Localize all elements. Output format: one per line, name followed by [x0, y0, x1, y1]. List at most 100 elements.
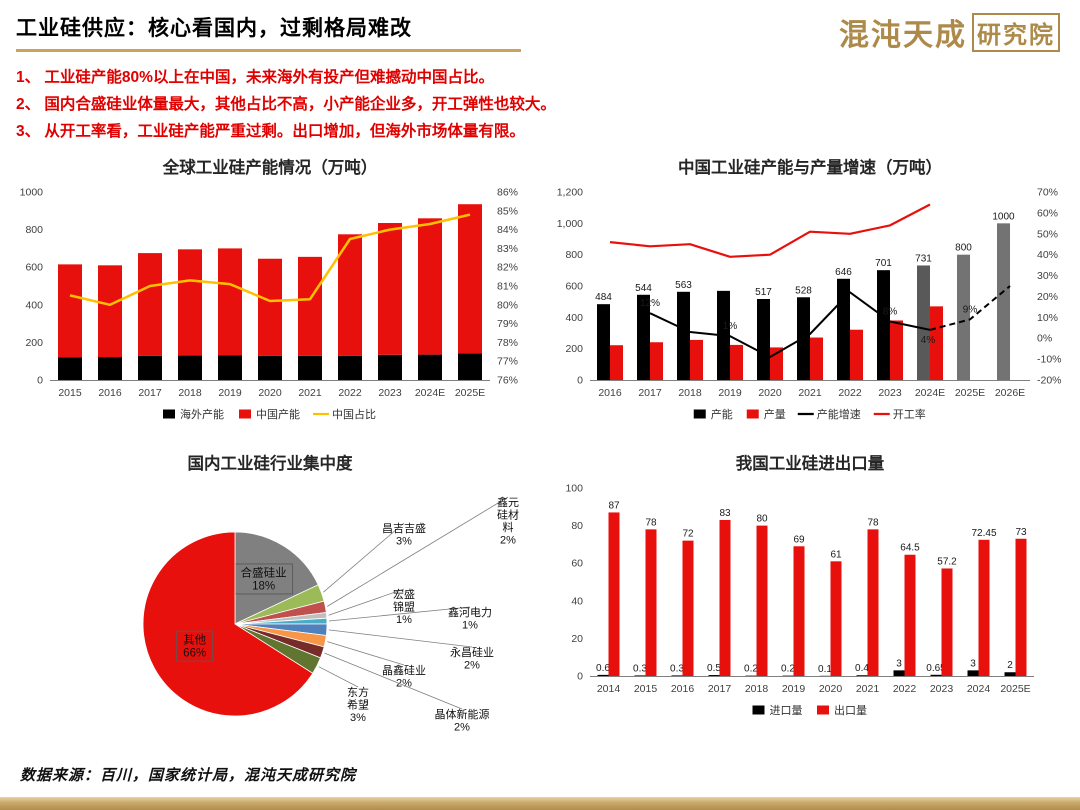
logo-seal: 研究院	[972, 13, 1060, 52]
svg-text:2024E: 2024E	[415, 387, 445, 399]
source-note: 数据来源：百川，国家统计局，混沌天成研究院	[20, 768, 357, 784]
svg-text:0: 0	[37, 375, 43, 387]
svg-text:永昌硅业: 永昌硅业	[450, 645, 494, 659]
svg-text:3: 3	[970, 658, 976, 669]
svg-text:2016: 2016	[671, 683, 695, 695]
svg-text:2: 2	[1007, 660, 1013, 671]
svg-text:40%: 40%	[1037, 249, 1058, 261]
svg-text:1000: 1000	[20, 187, 44, 199]
page-title: 工业硅供应：核心看国内，过剩格局难改	[16, 17, 412, 40]
svg-text:84%: 84%	[497, 224, 518, 236]
charts-grid: 全球工业硅产能情况（万吨） 0 200 400 600 800 1000 76% 77% 78%…	[0, 156, 1080, 748]
svg-text:出口量: 出口量	[834, 703, 867, 717]
logo: 混沌天成 研究院	[839, 10, 1060, 54]
svg-text:800: 800	[25, 224, 43, 236]
svg-text:646: 646	[835, 267, 852, 278]
svg-text:东方: 东方	[347, 685, 369, 699]
svg-text:2018: 2018	[678, 387, 702, 399]
svg-text:12%: 12%	[640, 298, 660, 309]
svg-text:484: 484	[595, 292, 612, 303]
svg-text:50%: 50%	[1037, 228, 1058, 240]
chart-title-global-capacity: 全球工业硅产能情况（万吨）	[162, 159, 378, 177]
svg-text:800: 800	[565, 249, 583, 261]
svg-text:2019: 2019	[218, 387, 242, 399]
svg-text:2021: 2021	[798, 387, 822, 399]
logo-text: 混沌天成	[839, 19, 967, 52]
svg-text:200: 200	[565, 343, 583, 355]
svg-text:鑫河电力: 鑫河电力	[448, 605, 492, 619]
svg-text:544: 544	[635, 283, 652, 294]
bullet-item-2: 2、 国内合盛硅业体量最大，其他占比不高，小产能企业多，开工弹性也较大。	[16, 96, 556, 114]
svg-text:2023: 2023	[878, 387, 902, 399]
svg-text:2%: 2%	[464, 660, 480, 672]
svg-text:57.2: 57.2	[937, 556, 957, 567]
svg-text:2020: 2020	[758, 387, 782, 399]
svg-text:600: 600	[25, 262, 43, 274]
svg-text:64.5: 64.5	[900, 543, 920, 554]
svg-text:中国产能: 中国产能	[256, 407, 300, 421]
svg-text:2016: 2016	[98, 387, 122, 399]
svg-text:72.45: 72.45	[971, 528, 996, 539]
svg-text:563: 563	[675, 280, 692, 291]
chart-global-capacity: 全球工业硅产能情况（万吨） 0 200 400 600 800 1000 76% 77% 78%…	[0, 156, 540, 452]
svg-text:69: 69	[793, 534, 805, 545]
svg-text:66%: 66%	[183, 648, 206, 660]
svg-text:2017: 2017	[638, 387, 662, 399]
svg-text:701: 701	[875, 258, 892, 269]
svg-text:1%: 1%	[462, 620, 478, 632]
svg-text:61: 61	[830, 549, 842, 560]
svg-text:料: 料	[503, 520, 514, 534]
svg-text:78: 78	[867, 517, 879, 528]
svg-text:宏盛: 宏盛	[393, 587, 415, 601]
svg-text:528: 528	[795, 285, 812, 296]
svg-text:晶鑫硅业: 晶鑫硅业	[382, 663, 426, 677]
svg-text:硅材: 硅材	[497, 508, 519, 522]
svg-text:2015: 2015	[634, 683, 658, 695]
svg-text:2021: 2021	[856, 683, 880, 695]
svg-text:2025E: 2025E	[1000, 683, 1030, 695]
svg-text:731: 731	[915, 253, 932, 264]
svg-text:60%: 60%	[1037, 207, 1058, 219]
svg-text:2025E: 2025E	[955, 387, 985, 399]
svg-text:10%: 10%	[1037, 312, 1058, 324]
svg-text:2020: 2020	[819, 683, 843, 695]
svg-text:400: 400	[25, 299, 43, 311]
china-capacity-growth-chart: 0 200 400 600 800 1,000 1,200 -20% -10% 0% 10% 20% 3…	[557, 187, 1062, 422]
svg-text:-20%: -20%	[1037, 375, 1062, 387]
chart-title-china-capacity: 中国工业硅产能与产量增速（万吨）	[678, 159, 942, 177]
svg-text:200: 200	[25, 337, 43, 349]
svg-text:86%: 86%	[497, 187, 518, 199]
svg-text:2022: 2022	[338, 387, 362, 399]
svg-text:517: 517	[755, 287, 772, 298]
svg-text:-10%: -10%	[1037, 354, 1062, 366]
svg-text:0.3: 0.3	[633, 663, 647, 674]
svg-text:中国占比: 中国占比	[332, 407, 376, 421]
svg-text:0.1: 0.1	[818, 664, 832, 675]
svg-text:2018: 2018	[745, 683, 769, 695]
svg-text:30%: 30%	[1037, 270, 1058, 282]
svg-text:0: 0	[577, 671, 583, 683]
svg-text:2023: 2023	[378, 387, 402, 399]
svg-text:2020: 2020	[258, 387, 282, 399]
svg-text:1%: 1%	[396, 614, 412, 626]
chart-import-export: 我国工业硅进出口量 0 20 40 60 80 100 2014 2015 2016 2017 20…	[540, 452, 1080, 748]
svg-text:80: 80	[571, 520, 583, 532]
svg-text:2%: 2%	[500, 535, 516, 547]
svg-text:1,000: 1,000	[557, 218, 583, 230]
svg-text:400: 400	[565, 312, 583, 324]
svg-text:2%: 2%	[454, 722, 470, 734]
svg-text:鑫元: 鑫元	[497, 495, 519, 509]
svg-text:80: 80	[756, 514, 768, 525]
chart-title-concentration: 国内工业硅行业集中度	[187, 455, 353, 473]
svg-text:82%: 82%	[497, 262, 518, 274]
footer-bar	[0, 797, 1080, 810]
bullet-item-1: 1、 工业硅产能80%以上在中国，未来海外有投产但难撼动中国占比。	[16, 69, 494, 86]
svg-text:3%: 3%	[350, 712, 366, 724]
svg-text:2018: 2018	[178, 387, 202, 399]
svg-text:80%: 80%	[497, 299, 518, 311]
svg-text:1%: 1%	[723, 321, 738, 332]
header: 工业硅供应：核心看国内，过剩格局难改 混沌天成 研究院	[16, 12, 1064, 60]
svg-text:4%: 4%	[921, 335, 936, 346]
svg-text:2025E: 2025E	[455, 387, 485, 399]
